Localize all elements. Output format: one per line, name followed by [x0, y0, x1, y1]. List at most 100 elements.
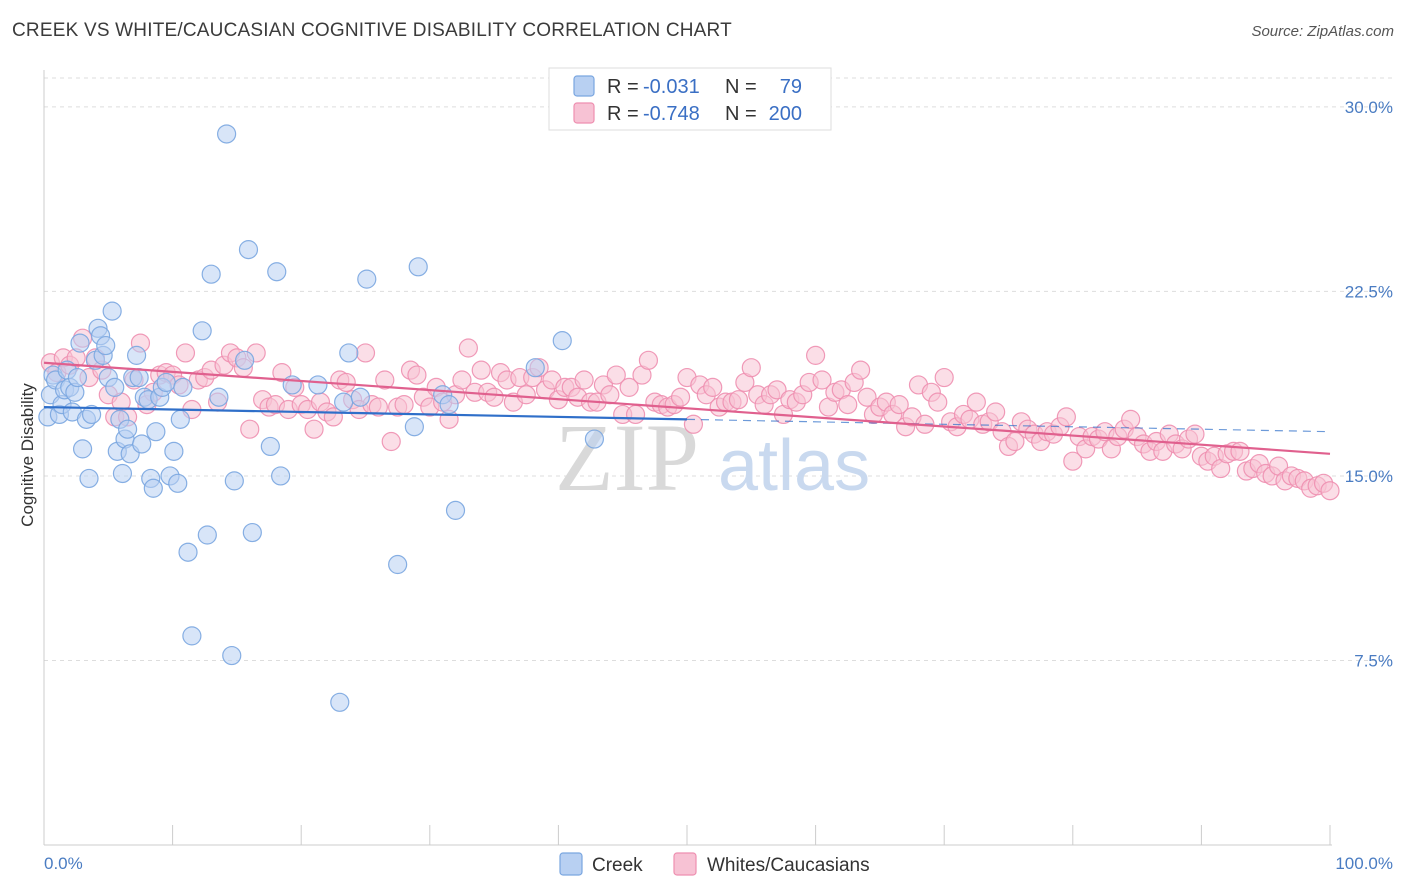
watermark-atlas: atlas	[718, 426, 870, 506]
point-whites-53	[381, 431, 401, 452]
point-creek-47	[173, 377, 193, 397]
legend-swatch-whites	[573, 102, 595, 124]
legend-swatch-creek	[573, 75, 595, 97]
point-creek-60	[260, 436, 280, 457]
point-whites-199	[1320, 481, 1340, 501]
point-creek-13	[72, 439, 93, 459]
point-creek-48	[178, 542, 198, 562]
point-whites-67	[471, 360, 491, 380]
y-axis-title: Cognitive Disability	[18, 383, 37, 527]
bottom-legend: Creek Whites/Caucasians	[559, 852, 870, 876]
point-creek-44	[164, 441, 184, 461]
point-whites-83	[574, 370, 594, 390]
bottom-legend-label-whites: Whites/Caucasians	[707, 855, 870, 876]
point-creek-63	[282, 375, 302, 395]
point-creek-21	[96, 335, 116, 356]
point-whites-90	[619, 377, 639, 397]
point-whites-158	[1056, 407, 1076, 427]
point-creek-70	[388, 554, 408, 575]
point-whites-57	[407, 365, 427, 385]
point-whites-88	[606, 365, 626, 385]
point-whites-124	[838, 395, 858, 415]
point-whites-126	[851, 360, 871, 380]
point-creek-33	[129, 367, 149, 388]
y-tick-labels: 7.5% 15.0% 22.5% 30.0%	[1345, 98, 1393, 671]
point-creek-34	[132, 434, 152, 454]
point-whites-69	[484, 387, 504, 407]
point-whites-107	[728, 390, 749, 410]
legend-n-label-creek: N =	[725, 76, 757, 98]
point-creek-12	[70, 333, 90, 353]
bottom-legend-swatch-creek	[559, 852, 583, 876]
point-whites-51	[368, 397, 388, 417]
point-creek-29	[117, 419, 138, 439]
point-whites-46	[336, 372, 356, 393]
point-creek-16	[81, 404, 102, 425]
point-whites-52	[375, 370, 395, 390]
point-whites-113	[767, 380, 787, 400]
point-creek-23	[102, 301, 122, 321]
chart-title: CREEK VS WHITE/CAUCASIAN COGNITIVE DISAB…	[12, 20, 732, 41]
point-creek-45	[168, 473, 188, 493]
legend-r-value-creek: -0.031	[643, 76, 700, 98]
point-creek-78	[584, 429, 605, 449]
point-whites-87	[600, 385, 620, 405]
point-creek-27	[112, 463, 133, 484]
trend-whites	[43, 361, 1331, 455]
legend-box	[548, 67, 832, 131]
point-creek-50	[192, 321, 212, 341]
point-creek-24	[105, 377, 125, 397]
y-tick-label-3: 30.0%	[1345, 98, 1393, 117]
point-creek-32	[126, 345, 147, 365]
point-creek-74	[439, 395, 459, 415]
point-creek-76	[525, 358, 545, 378]
point-whites-138	[928, 392, 948, 412]
point-whites-36	[272, 363, 292, 383]
y-tick-label-0: 7.5%	[1354, 651, 1393, 670]
point-creek-65	[330, 692, 350, 712]
point-whites-91	[625, 404, 646, 425]
x-tick-labels: 0.0% 100.0%	[44, 854, 1393, 873]
legend: R = -0.031 N = 79 R = -0.748 N = 200	[548, 67, 832, 131]
point-whites-98	[670, 387, 691, 407]
y-tick-label-2: 22.5%	[1345, 282, 1393, 301]
point-whites-49	[355, 343, 376, 363]
point-creek-11	[67, 367, 88, 388]
point-creek-57	[235, 350, 255, 370]
point-creek-39	[146, 422, 166, 442]
bottom-legend-swatch-whites	[673, 852, 697, 876]
point-creek-64	[308, 375, 328, 395]
point-whites-127	[857, 387, 877, 407]
point-whites-178	[1185, 424, 1205, 444]
point-creek-38	[143, 478, 163, 498]
point-creek-68	[350, 387, 370, 407]
point-whites-31	[240, 419, 260, 439]
legend-r-label-creek: R =	[607, 76, 639, 98]
point-whites-132	[889, 395, 909, 415]
point-whites-120	[812, 370, 832, 390]
point-creek-46	[170, 409, 190, 429]
point-creek-51	[197, 525, 217, 545]
point-creek-42	[156, 372, 176, 393]
point-whites-64	[452, 370, 472, 390]
point-whites-185	[1230, 441, 1250, 461]
point-whites-103	[703, 377, 723, 397]
point-creek-77	[552, 331, 572, 351]
bottom-legend-label-creek: Creek	[592, 855, 643, 876]
point-creek-54	[217, 124, 237, 144]
point-creek-67	[339, 343, 359, 363]
point-creek-49	[182, 626, 202, 646]
watermark: ZIP atlas	[555, 404, 870, 511]
point-whites-93	[638, 350, 659, 370]
point-creek-61	[267, 262, 287, 282]
x-tick-label-min: 0.0%	[44, 854, 83, 873]
point-whites-41	[304, 419, 324, 439]
point-whites-109	[741, 358, 761, 378]
trend-creek-dashed	[686, 418, 1331, 433]
point-whites-139	[934, 367, 954, 388]
point-whites-159	[1063, 451, 1083, 471]
axes	[43, 70, 1332, 846]
trend-lines	[43, 361, 1331, 455]
point-creek-75	[445, 500, 466, 520]
